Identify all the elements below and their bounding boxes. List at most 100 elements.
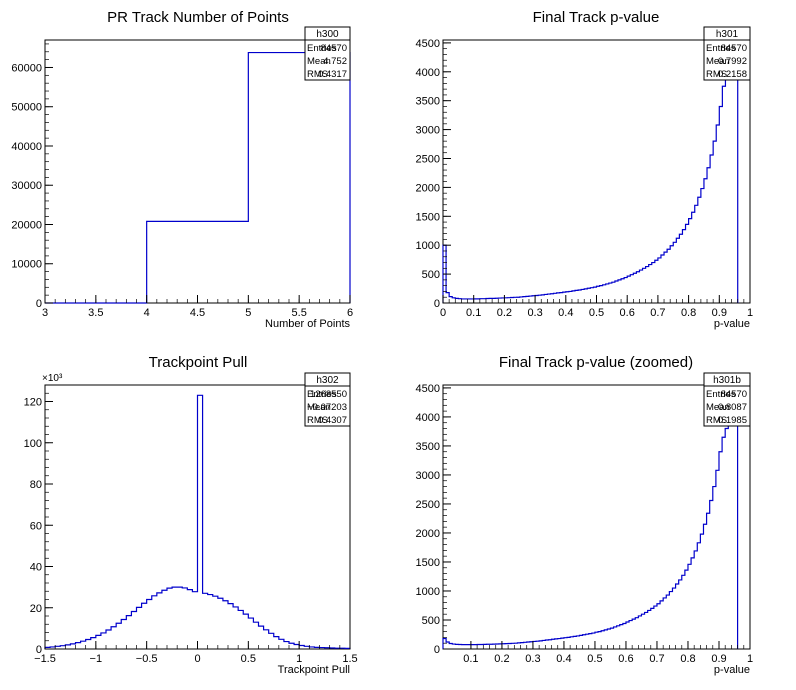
x-tick-label: 0.2 [494,653,509,665]
stats-label: Mean [307,402,331,413]
chart-title: PR Track Number of Points [107,9,289,26]
stats-box-name: h301b [713,375,741,386]
x-tick-label: 0 [440,307,446,319]
stats-value: −0.07203 [307,402,347,413]
stats-value: 0.7992 [718,56,747,67]
x-tick-label: 1 [747,307,753,319]
x-tick-label: −0.5 [136,653,158,665]
stats-value: 0.8087 [718,402,747,413]
stats-box-frame [703,26,751,81]
y-tick-label: 4500 [416,38,440,50]
y-tick-label: 50000 [11,102,42,114]
y-tick-label: 4500 [416,383,440,395]
stats-value: 0.1985 [718,415,747,426]
y-tick-label: 4000 [416,67,440,79]
y-tick-label: 2500 [416,153,440,165]
y-tick-label: 2500 [416,499,440,511]
y-tick-label: 60000 [11,62,42,74]
y-tick-label: 20 [30,603,42,615]
x-tick-label: −1.5 [34,653,56,665]
y-tick-label: 3000 [416,470,440,482]
y-tick-label: 500 [422,269,440,281]
x-tick-label: 1.5 [342,653,357,665]
chart-title: Trackpoint Pull [149,354,248,371]
x-tick-label: 4.5 [190,307,205,319]
chart-title: Final Track p-value (zoomed) [499,354,693,371]
x-tick-label: 0.2 [497,307,512,319]
x-tick-label: 3 [42,307,48,319]
histogram-panel-2: Final Track p-value 0 0.1 0.2 0.3 0.4 0.5 0.6 0.… [416,9,754,330]
stats-value: 0.2158 [718,69,747,80]
histogram-panel-1: PR Track Number of Points 3 3.5 4 4.5 5 5.5 6 0 1… [11,9,353,330]
x-tick-label: 0.4 [558,307,573,319]
y-tick-label: 100 [24,438,42,450]
stats-box-name: h300 [316,29,339,40]
y-tick-label: 2000 [416,528,440,540]
x-tick-label: 0.6 [618,653,633,665]
stats-box-name: h301 [716,29,739,40]
y-tick-label: 0 [434,298,440,310]
stats-label: Mean [706,56,730,67]
x-tick-label: 1 [296,653,302,665]
x-tick-label: 0.7 [649,653,664,665]
y-tick-label: 20000 [11,219,42,231]
stats-label: RMS [706,415,727,426]
x-axis-label: Trackpoint Pull [278,664,350,676]
y-tick-label: 1000 [416,240,440,252]
stats-label: Mean [706,402,730,413]
y-tick-label: 40000 [11,141,42,153]
x-axis-label: p-value [714,318,750,330]
y-tick-label: 40 [30,562,42,574]
y-tick-label: 120 [24,397,42,409]
stats-box-name: h302 [316,375,339,386]
x-tick-label: 0.6 [620,307,635,319]
y-tick-label: 1000 [416,586,440,598]
x-tick-label: 6 [347,307,353,319]
y-tick-label: 80 [30,479,42,491]
y-tick-label: 60 [30,520,42,532]
stats-label: Mean [307,56,331,67]
stats-value: 4.752 [323,56,347,67]
histogram-line [45,51,351,304]
x-axis-label: p-value [714,664,750,676]
plot-frame [44,39,351,304]
x-tick-label: 0.9 [711,653,726,665]
y-tick-label: 1500 [416,211,440,223]
y-tick-label: 2000 [416,182,440,194]
x-axis-label: Number of Points [265,318,350,330]
x-tick-label: 0.7 [650,307,665,319]
y-tick-label: 0 [36,644,42,656]
plot-frame [442,384,751,650]
stats-value: 1268550 [310,389,347,400]
x-tick-label: 4 [144,307,150,319]
stats-label: RMS [307,69,328,80]
x-tick-label: 0.9 [712,307,727,319]
stats-label: Entries [706,43,736,54]
x-tick-label: 0.5 [241,653,256,665]
histogram-line [442,76,739,303]
y-tick-label: 3500 [416,441,440,453]
y-multiplier-label: ×10³ [42,373,63,384]
histogram-line [442,425,739,649]
y-tick-label: 3500 [416,96,440,108]
x-tick-label: 0.1 [466,307,481,319]
stats-label: Entries [307,389,337,400]
x-tick-label: 5 [245,307,251,319]
y-tick-label: 4000 [416,412,440,424]
y-tick-label: 0 [434,644,440,656]
histogram-panel-3: Trackpoint Pull −1.5 −1 −0.5 0 0.5 1 1.5 0 20 40 60… [24,354,358,676]
x-tick-label: 0.8 [680,653,695,665]
stats-value: 84570 [721,389,747,400]
x-tick-label: 0.1 [463,653,478,665]
stats-value: 84570 [721,43,747,54]
x-tick-label: 0.5 [589,307,604,319]
histogram-line [44,394,351,649]
stats-label: RMS [307,415,328,426]
x-tick-label: 5.5 [292,307,307,319]
x-tick-label: 0.8 [681,307,696,319]
x-tick-label: 0 [194,653,200,665]
